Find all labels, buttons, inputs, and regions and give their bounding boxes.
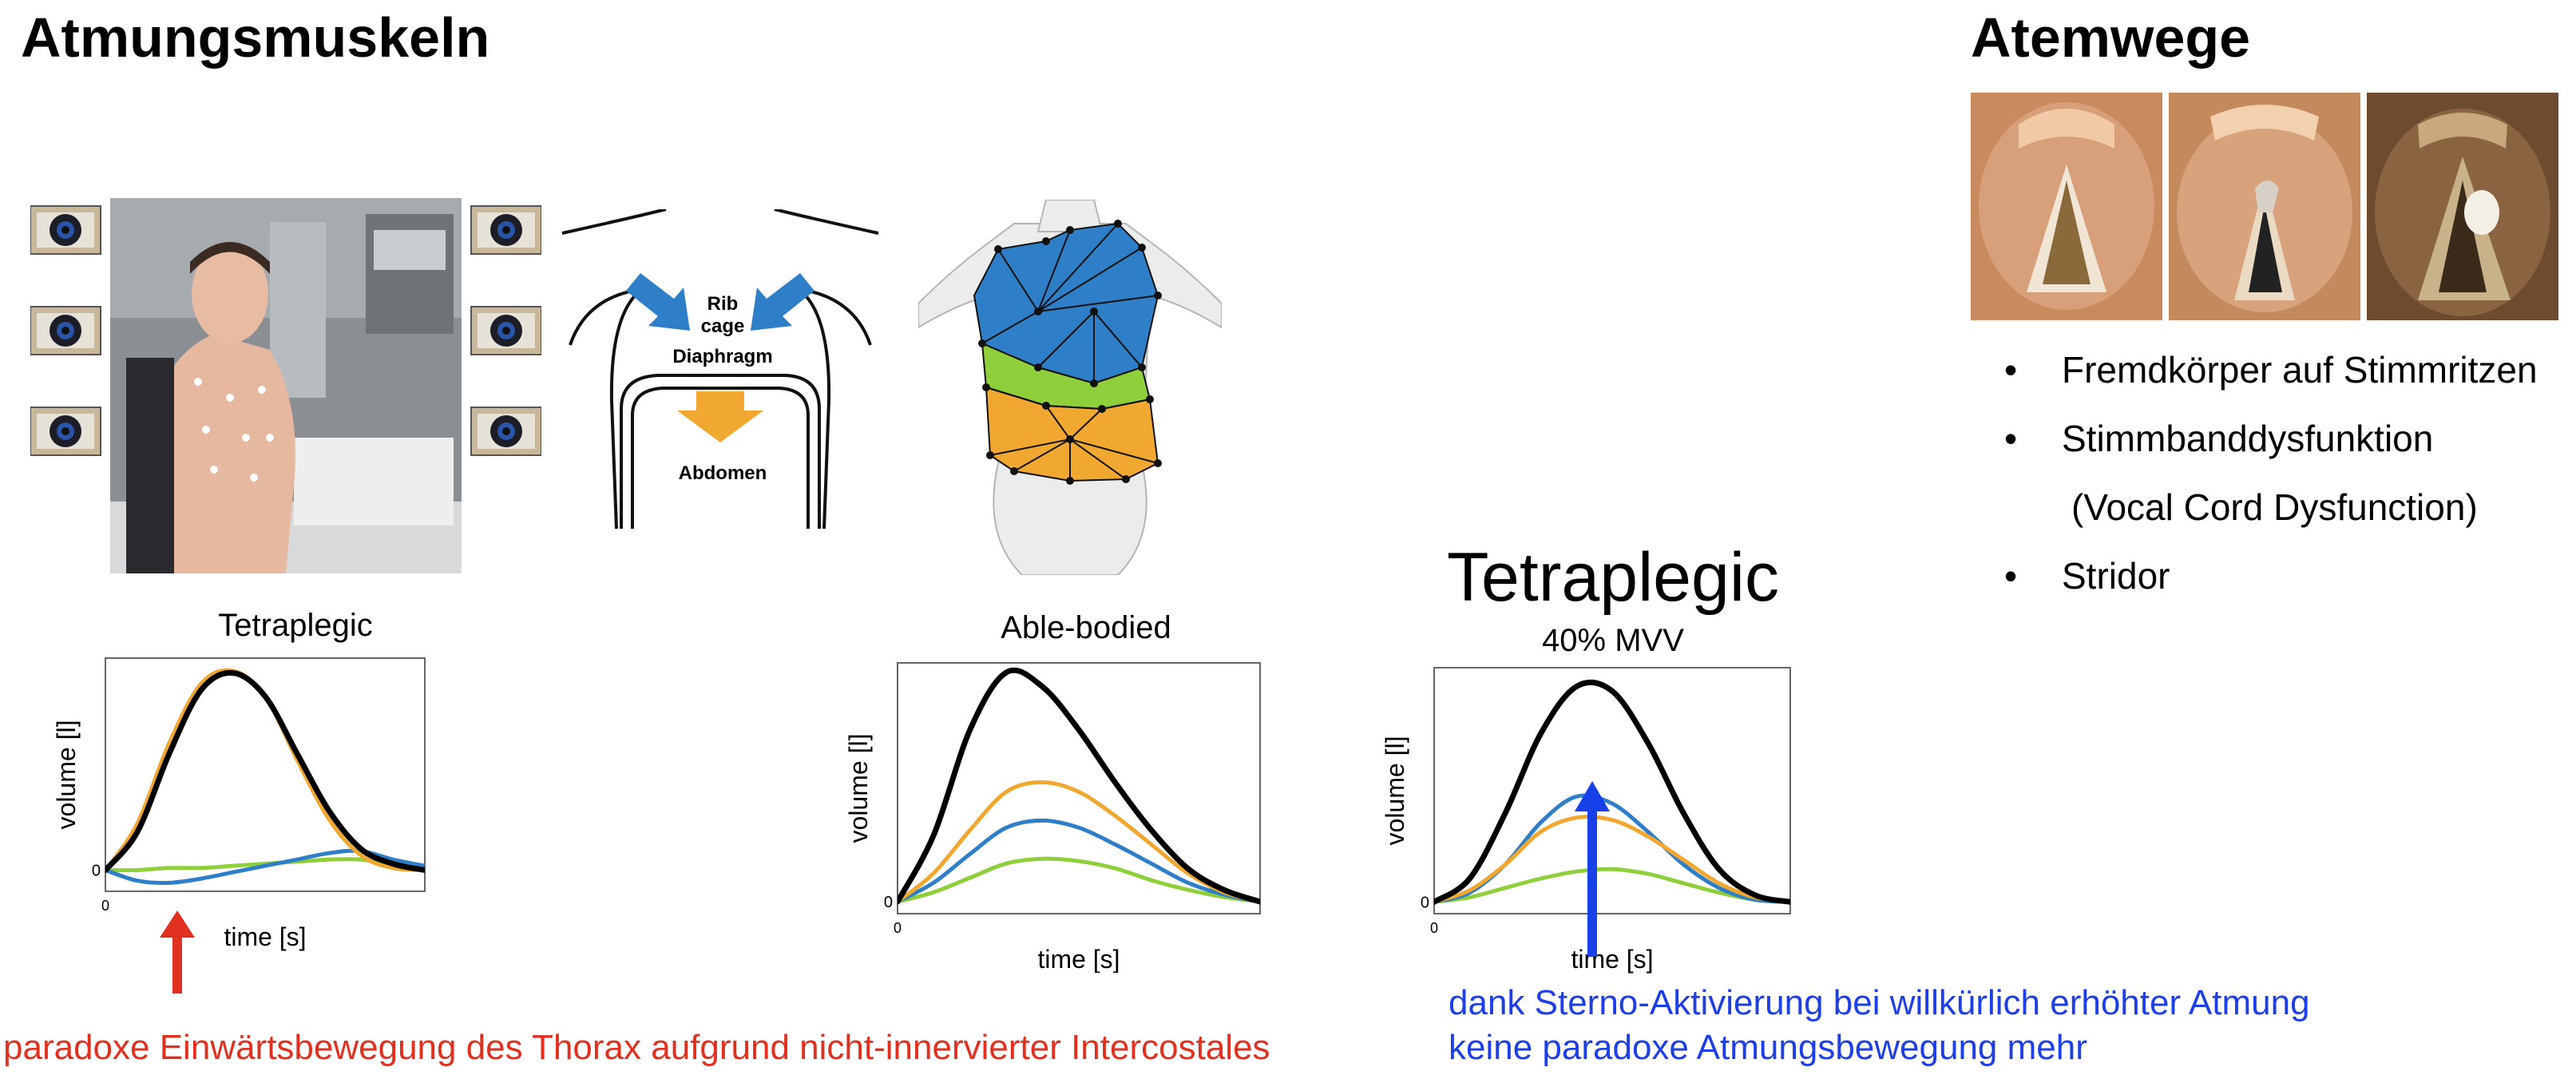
- bullet-dot: •: [2004, 349, 2018, 391]
- y-axis-label: volume [l]: [52, 720, 81, 830]
- y-axis-label: volume [l]: [1381, 736, 1409, 846]
- chart-tetraplegic-mvv: 0 0 time [s] volume [l]: [1372, 663, 1803, 982]
- y-tick-label: 0: [92, 862, 101, 879]
- x-tick-label: 0: [894, 920, 902, 936]
- caption-sterno-line1: dank Sterno-Aktivierung bei willkürlich …: [1449, 983, 2310, 1022]
- x-axis-label: time [s]: [1571, 945, 1653, 974]
- list-item-text: Stridor: [2062, 555, 2170, 597]
- chest-compartment-diagram: Rib cage Diaphragm Abdomen: [554, 208, 886, 538]
- list-item-text: (Vocal Cord Dysfunction): [2071, 486, 2478, 528]
- sensor-thumbnail-icon: [470, 205, 542, 255]
- list-item-text: Stimmbanddysfunktion: [2062, 418, 2434, 459]
- label-cage: cage: [701, 315, 745, 337]
- list-item: • Fremdkörper auf Stimmritzen: [2004, 351, 2563, 420]
- list-item: (Vocal Cord Dysfunction): [2004, 489, 2563, 557]
- vocal-cord-image-normal: [1971, 93, 2162, 320]
- bullet-dot: •: [2004, 555, 2018, 597]
- chart1-title: Tetraplegic: [218, 608, 373, 643]
- patient-photo-panel: [30, 198, 542, 573]
- x-axis-label: time [s]: [1037, 945, 1120, 973]
- sensor-thumbnail-icon: [30, 205, 101, 255]
- heading-atmungsmuskeln: Atmungsmuskeln: [21, 6, 490, 69]
- sensor-thumbnail-icon: [470, 306, 542, 355]
- abdomen-volume-line: [1434, 867, 1790, 904]
- abdomen-volume-line: [898, 856, 1260, 904]
- x-tick-label: 0: [101, 898, 109, 914]
- total-volume-line: [1434, 679, 1790, 905]
- heading-atemwege: Atemwege: [1971, 6, 2251, 69]
- plot-frame: [897, 662, 1261, 914]
- chart-able-bodied: 0 0 time [s] volume [l]: [835, 653, 1282, 974]
- bullet-dot: •: [2004, 418, 2018, 459]
- chart3-subtitle: 40% MVV: [1542, 623, 1684, 658]
- plot-frame: [105, 657, 426, 892]
- caption-paradox-red: paradoxe Einwärtsbewegung des Thorax auf…: [3, 1028, 1270, 1067]
- list-item: • Stridor: [2004, 557, 2563, 626]
- plot-frame: [1433, 667, 1791, 914]
- y-tick-label: 0: [884, 894, 893, 911]
- blue-arrow-icon: [1575, 781, 1610, 957]
- torso-marker-model: [917, 199, 1223, 576]
- vocal-cord-image-lesion: [2367, 93, 2558, 320]
- sensor-thumbnail-icon: [30, 306, 101, 355]
- sensor-thumbnail-icon: [30, 407, 101, 456]
- caption-sterno-line2: keine paradoxe Atmungsbewegung mehr: [1449, 1028, 2087, 1067]
- upper-ribcage-volume-line: [898, 818, 1260, 904]
- x-tick-label: 0: [1430, 920, 1438, 936]
- total-volume-line: [105, 669, 425, 873]
- list-item-text: Fremdkörper auf Stimmritzen: [2062, 349, 2538, 391]
- rib-cage-arrow-left-icon: [626, 273, 690, 331]
- chart2-title: Able-bodied: [1001, 610, 1171, 645]
- label-rib: Rib: [707, 293, 739, 315]
- chart3-title: Tetraplegic: [1447, 539, 1779, 616]
- y-axis-label: volume [l]: [844, 734, 873, 843]
- vocal-cord-images: [1971, 93, 2558, 320]
- rib-cage-volume-line: [1434, 815, 1790, 904]
- label-abdomen: Abdomen: [679, 462, 767, 484]
- total-volume-line: [898, 667, 1260, 905]
- y-tick-label: 0: [1421, 894, 1429, 911]
- patient-photo-image: [110, 198, 462, 573]
- red-arrow-icon: [160, 910, 195, 994]
- label-diaphragm: Diaphragm: [672, 346, 772, 367]
- list-item: • Stimmbanddysfunktion: [2004, 420, 2563, 489]
- diaphragm-arrow-down-icon: [677, 391, 763, 442]
- airway-list: • Fremdkörper auf Stimmritzen • Stimmban…: [2004, 351, 2563, 626]
- x-axis-label: time [s]: [224, 922, 306, 951]
- sensor-thumbnail-icon: [470, 407, 542, 456]
- vocal-cord-image-foreign-body: [2169, 93, 2360, 320]
- rib-cage-arrow-right-icon: [751, 273, 814, 331]
- chart-tetraplegic: 0 0 time [s] volume [l]: [48, 649, 495, 968]
- rib-cage-volume-line: [898, 780, 1260, 904]
